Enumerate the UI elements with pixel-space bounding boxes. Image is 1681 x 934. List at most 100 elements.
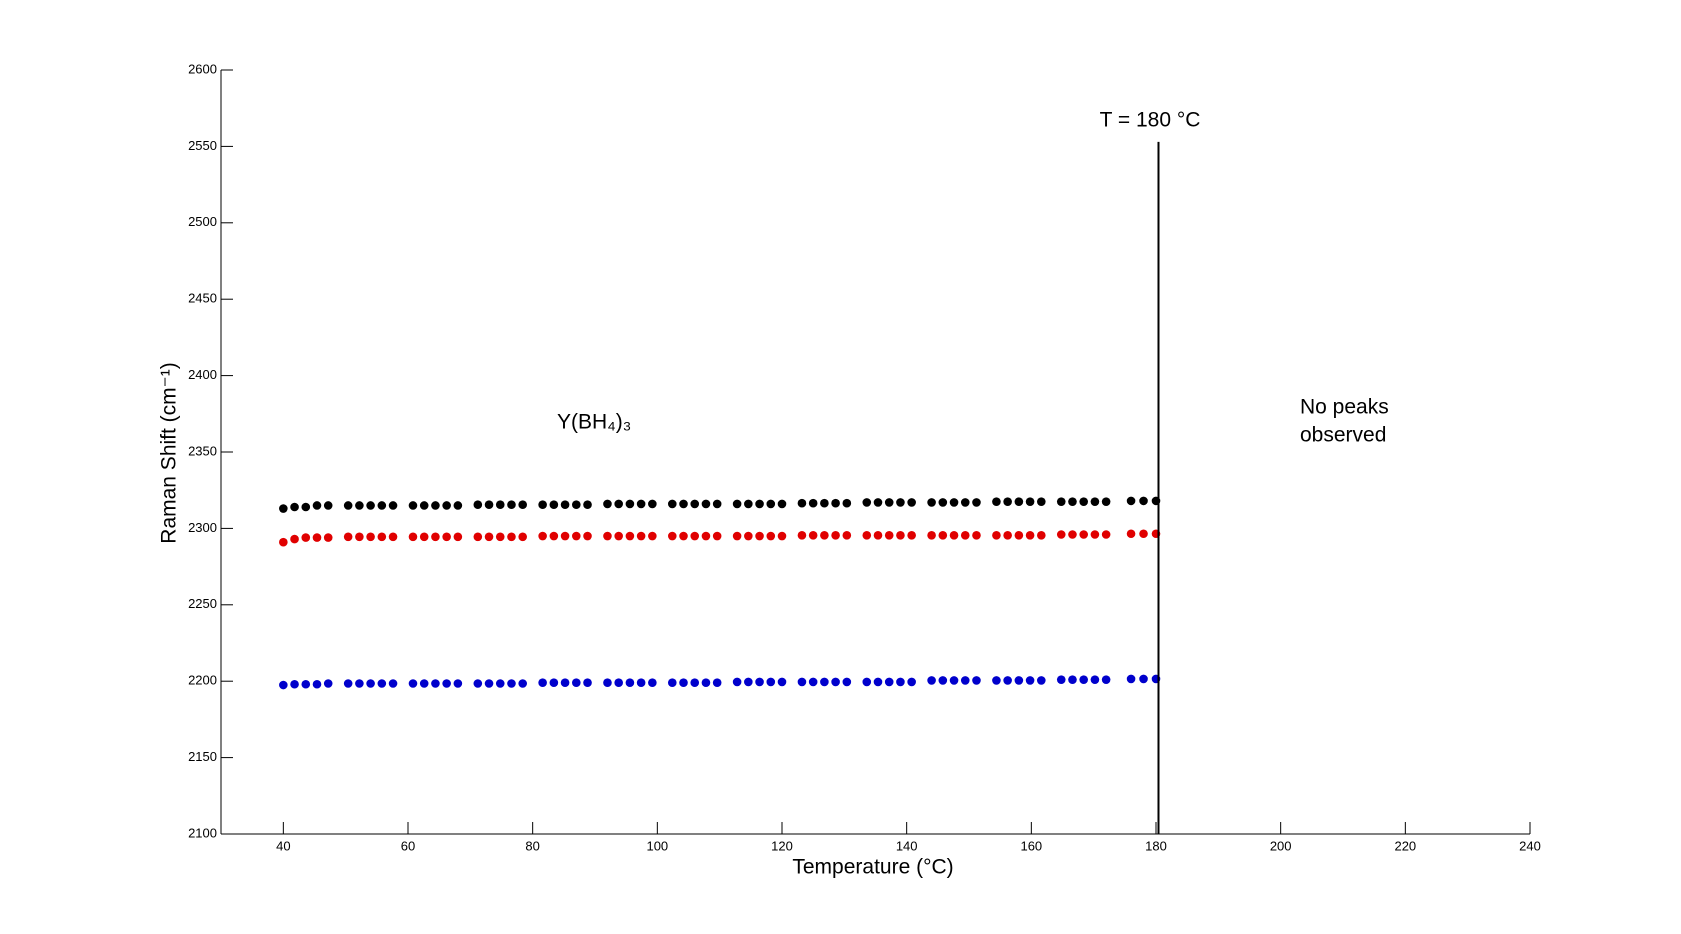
point (366, 679, 375, 688)
point (1068, 675, 1077, 684)
point (603, 531, 612, 541)
point (518, 679, 527, 688)
point (712, 531, 722, 541)
point (301, 679, 311, 689)
x-tick-label: 220 (1394, 838, 1416, 853)
point (473, 679, 483, 688)
point (1025, 530, 1035, 540)
point (1037, 497, 1046, 506)
point (907, 530, 916, 540)
point (938, 676, 948, 685)
point (732, 531, 742, 541)
y-tick-label: 2450 (188, 291, 217, 306)
x-tick-label: 100 (646, 838, 668, 853)
point (431, 679, 440, 688)
point (896, 677, 905, 687)
point (366, 501, 375, 510)
point (312, 533, 322, 542)
point (972, 498, 981, 507)
point (355, 679, 364, 688)
point (408, 532, 418, 542)
point (884, 677, 894, 687)
point (766, 677, 776, 687)
point (377, 532, 387, 542)
point (572, 500, 581, 510)
point (484, 500, 494, 510)
point (1090, 530, 1100, 539)
point (896, 530, 905, 540)
point (712, 678, 722, 688)
point (323, 501, 333, 510)
point (1126, 496, 1136, 506)
point (873, 498, 883, 507)
point (343, 532, 353, 542)
point (797, 498, 807, 508)
point (896, 498, 905, 507)
point (614, 678, 623, 688)
point (1126, 674, 1136, 684)
point (1025, 676, 1035, 685)
point (1068, 530, 1077, 539)
point (442, 679, 451, 688)
y-axis-label: Raman Shift (cm⁻¹) (158, 362, 181, 543)
point (873, 677, 883, 687)
point (323, 679, 333, 688)
point (388, 679, 398, 688)
point (1003, 497, 1012, 506)
point (820, 498, 829, 508)
point (453, 532, 463, 542)
point (648, 678, 657, 688)
point (560, 531, 570, 541)
point (549, 531, 559, 541)
point (808, 498, 818, 508)
point (518, 500, 527, 510)
point (1056, 530, 1066, 539)
point (560, 500, 570, 510)
point (755, 531, 764, 541)
point (667, 678, 677, 688)
point (907, 677, 916, 687)
point (549, 500, 559, 510)
point (842, 530, 852, 540)
point (808, 677, 818, 687)
point (992, 530, 1001, 540)
annotation: observed (1300, 424, 1386, 447)
point (290, 534, 299, 544)
point (744, 677, 753, 687)
y-tick-label: 2350 (188, 443, 217, 458)
x-tick-label: 200 (1270, 838, 1292, 853)
point (549, 678, 559, 688)
point (690, 531, 700, 541)
point (1037, 530, 1046, 540)
point (603, 678, 612, 688)
point (938, 530, 948, 540)
point (1079, 530, 1088, 539)
point (648, 531, 657, 541)
point (1101, 675, 1111, 684)
y-tick-label: 2300 (188, 520, 217, 535)
y-tick-label: 2500 (188, 214, 217, 229)
point (777, 677, 787, 687)
point (507, 500, 516, 510)
point (419, 532, 429, 542)
point (842, 677, 852, 687)
point (972, 530, 981, 540)
point (419, 679, 429, 688)
point (744, 499, 753, 509)
point (949, 530, 959, 540)
point (583, 531, 592, 541)
point (1126, 529, 1136, 539)
point (755, 499, 764, 509)
point (884, 530, 894, 540)
point (1090, 675, 1100, 684)
x-axis-label: Temperature (°C) (792, 856, 953, 879)
point (1056, 675, 1066, 684)
point (312, 501, 322, 510)
point (862, 498, 872, 507)
point (949, 676, 959, 685)
point (442, 532, 451, 542)
point (484, 679, 494, 688)
point (603, 499, 612, 509)
point (538, 678, 547, 688)
